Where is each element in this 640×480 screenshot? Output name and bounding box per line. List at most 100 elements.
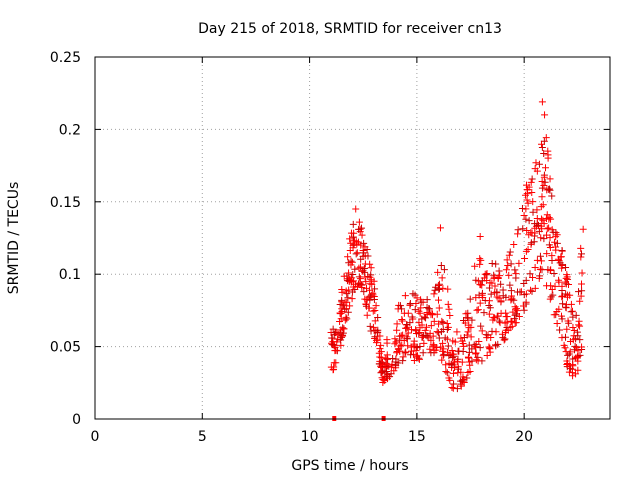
data-point xyxy=(576,297,584,305)
data-point xyxy=(537,234,545,242)
data-point xyxy=(422,323,430,331)
data-point xyxy=(485,343,493,351)
data-point xyxy=(540,149,548,157)
data-point xyxy=(417,298,425,306)
data-point xyxy=(457,382,465,390)
data-point xyxy=(483,277,491,285)
data-point xyxy=(522,247,530,255)
data-point xyxy=(508,295,516,303)
data-point xyxy=(500,336,508,344)
data-point xyxy=(352,205,360,213)
data-point xyxy=(543,250,551,258)
data-point xyxy=(526,270,534,278)
data-point xyxy=(432,283,440,291)
data-point xyxy=(463,374,471,382)
data-point xyxy=(423,296,431,304)
data-point xyxy=(397,332,405,340)
data-point xyxy=(463,314,471,322)
data-point xyxy=(433,310,441,318)
data-point xyxy=(420,339,428,347)
data-point xyxy=(349,220,357,228)
data-point xyxy=(578,287,586,295)
data-point xyxy=(428,311,436,319)
data-point xyxy=(437,261,445,269)
data-point xyxy=(512,319,520,327)
data-point xyxy=(361,295,369,303)
data-point xyxy=(415,329,423,337)
data-point xyxy=(410,356,418,364)
data-point xyxy=(334,330,342,338)
data-point xyxy=(563,271,571,279)
data-point xyxy=(439,319,447,327)
data-point xyxy=(546,243,554,251)
data-point xyxy=(466,368,474,376)
data-point xyxy=(374,328,382,336)
data-point xyxy=(464,353,472,361)
data-point xyxy=(544,147,552,155)
data-point xyxy=(404,329,412,337)
data-point xyxy=(487,334,495,342)
data-point xyxy=(393,349,401,357)
data-point xyxy=(336,329,344,337)
data-point xyxy=(393,326,401,334)
data-point xyxy=(443,320,451,328)
data-point xyxy=(396,302,404,310)
data-point xyxy=(348,295,356,303)
data-point xyxy=(398,305,406,313)
data-point xyxy=(343,298,351,306)
data-point xyxy=(522,205,530,213)
data-point xyxy=(477,256,485,264)
data-point xyxy=(365,286,373,294)
data-point xyxy=(444,300,452,308)
data-point xyxy=(430,317,438,325)
data-point xyxy=(541,164,549,172)
data-point xyxy=(491,282,499,290)
data-point xyxy=(328,341,336,349)
data-point xyxy=(408,326,416,334)
data-point xyxy=(575,288,583,296)
data-point xyxy=(543,225,551,233)
data-point xyxy=(408,347,416,355)
data-point xyxy=(358,231,366,239)
data-point xyxy=(383,375,391,383)
y-axis-label: SRMTID / TECUs xyxy=(6,182,22,295)
data-point xyxy=(553,231,561,239)
data-point xyxy=(569,336,577,344)
data-point xyxy=(445,352,453,360)
data-point xyxy=(383,339,391,347)
data-point xyxy=(539,201,547,209)
data-point xyxy=(448,353,456,361)
data-point xyxy=(365,304,373,312)
data-point xyxy=(440,350,448,358)
data-point xyxy=(356,275,364,283)
data-point xyxy=(528,175,536,183)
data-point xyxy=(482,331,490,339)
data-point xyxy=(528,287,536,295)
data-point xyxy=(529,208,537,216)
data-point xyxy=(358,224,366,232)
data-point xyxy=(550,269,558,277)
data-point xyxy=(467,333,475,341)
data-point xyxy=(449,384,457,392)
data-point xyxy=(538,98,546,106)
data-point xyxy=(540,220,548,228)
data-point xyxy=(342,287,350,295)
data-point xyxy=(434,329,442,337)
data-point xyxy=(547,282,555,290)
data-point xyxy=(577,244,585,252)
data-point xyxy=(419,349,427,357)
data-point xyxy=(371,285,379,293)
data-point xyxy=(515,259,523,267)
data-point xyxy=(567,300,575,308)
data-point xyxy=(533,256,541,264)
data-point xyxy=(536,265,544,273)
data-point xyxy=(332,359,340,367)
data-point xyxy=(477,281,485,289)
data-point xyxy=(476,233,484,241)
data-point xyxy=(510,296,518,304)
data-point xyxy=(525,217,533,225)
data-point xyxy=(556,326,564,334)
data-point xyxy=(576,336,584,344)
data-point xyxy=(574,366,582,374)
